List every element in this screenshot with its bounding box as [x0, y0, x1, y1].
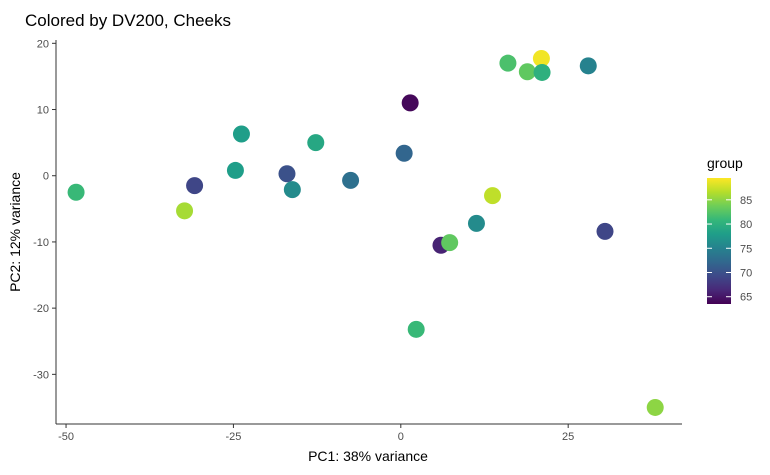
data-point — [579, 57, 597, 75]
data-point — [532, 50, 550, 68]
plot-panel: -50 -25 0 25 -30 -20 -10 0 10 20 — [33, 38, 682, 443]
legend-ticks: 65 70 75 80 85 — [707, 195, 752, 304]
chart-title: Colored by DV200, Cheeks — [25, 11, 231, 30]
y-axis-title: PC2: 12% variance — [7, 172, 23, 292]
data-point — [232, 125, 250, 143]
x-tick-label: -50 — [58, 431, 74, 443]
data-point — [186, 177, 204, 195]
legend-title: group — [707, 155, 743, 171]
data-point — [533, 63, 551, 81]
legend-tick-label: 70 — [740, 268, 752, 280]
data-point — [407, 320, 425, 338]
data-point — [176, 202, 194, 220]
x-tick-label: -25 — [225, 431, 241, 443]
data-point — [283, 181, 301, 199]
data-point — [441, 234, 459, 252]
y-tick-label: -30 — [33, 369, 49, 381]
legend-tick-label: 65 — [740, 292, 752, 304]
data-point — [307, 134, 325, 152]
data-points — [67, 50, 664, 416]
legend-tick-label: 85 — [740, 195, 752, 207]
data-point — [518, 63, 536, 81]
data-point — [401, 94, 419, 112]
y-tick-label: 10 — [37, 105, 49, 117]
x-axis-title: PC1: 38% variance — [308, 448, 428, 464]
data-point — [484, 187, 502, 205]
y-tick-label: -10 — [33, 237, 49, 249]
x-tick-label: 0 — [398, 431, 404, 443]
data-point — [596, 222, 614, 240]
legend-tick-label: 80 — [740, 219, 752, 231]
x-tick-label: 25 — [562, 431, 574, 443]
data-point — [226, 161, 244, 179]
legend-colorbar — [707, 178, 731, 304]
data-point — [395, 144, 413, 162]
x-axis-ticks: -50 -25 0 25 — [58, 424, 574, 443]
data-point — [67, 183, 85, 201]
legend-tick-label: 75 — [740, 243, 752, 255]
data-point — [646, 398, 664, 416]
y-tick-label: 0 — [43, 171, 49, 183]
y-tick-label: 20 — [37, 38, 49, 50]
data-point — [499, 54, 517, 72]
data-point — [467, 214, 485, 232]
y-tick-label: -20 — [33, 303, 49, 315]
data-point — [278, 165, 296, 183]
data-point — [342, 171, 360, 189]
color-legend: group 65 70 75 80 85 — [707, 155, 752, 304]
y-axis-ticks: -30 -20 -10 0 10 20 — [33, 38, 56, 381]
